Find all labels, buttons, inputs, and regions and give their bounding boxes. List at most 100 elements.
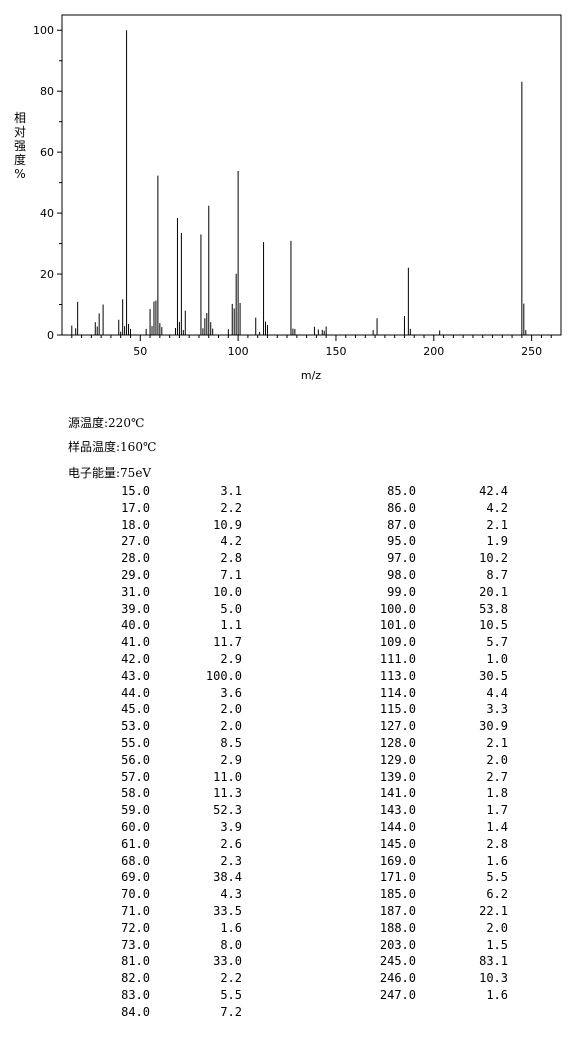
mz-value: 40.0 <box>121 618 150 633</box>
y-tick-label: 100 <box>33 24 54 37</box>
abundance-value: 10.5 <box>479 618 508 633</box>
abundance-value: 33.5 <box>213 903 242 918</box>
abundance-value: 52.3 <box>213 803 242 818</box>
y-tick-label: 20 <box>40 268 54 281</box>
x-axis-label: m/z <box>301 369 321 382</box>
mz-value: 185.0 <box>379 887 416 902</box>
mz-value: 85.0 <box>387 484 416 498</box>
abundance-value: 3.6 <box>220 685 242 700</box>
abundance-value: 2.2 <box>220 971 242 986</box>
mz-value: 127.0 <box>379 719 416 734</box>
abundance-value: 30.5 <box>479 668 508 683</box>
y-tick-label: 0 <box>47 329 54 342</box>
mz-value: 73.0 <box>121 937 150 952</box>
mz-value: 247.0 <box>379 987 416 1002</box>
abundance-value: 2.3 <box>220 853 242 868</box>
abundance-value: 4.4 <box>486 685 508 700</box>
y-axis-label-line1: 相 <box>14 111 26 125</box>
source-temperature: 源温度:220℃ <box>68 416 145 430</box>
abundance-value: 3.3 <box>486 702 508 717</box>
abundance-value: 22.1 <box>479 903 508 918</box>
mz-value: 15.0 <box>121 484 150 498</box>
abundance-value: 30.9 <box>479 719 508 734</box>
abundance-value: 7.1 <box>220 567 242 582</box>
mz-value: 97.0 <box>387 551 416 566</box>
mz-value: 203.0 <box>379 937 416 952</box>
abundance-value: 4.2 <box>486 500 508 515</box>
abundance-value: 1.6 <box>486 853 508 868</box>
mz-value: 29.0 <box>121 567 150 582</box>
mz-value: 245.0 <box>379 954 416 969</box>
abundance-value: 2.9 <box>220 651 242 666</box>
abundance-value: 2.7 <box>486 769 508 784</box>
mz-value: 68.0 <box>121 853 150 868</box>
mz-value: 59.0 <box>121 803 150 818</box>
abundance-value: 4.2 <box>220 534 242 549</box>
y-axis-label-line3: 强 <box>14 139 26 153</box>
plot-frame <box>61 14 562 336</box>
abundance-value: 1.6 <box>486 987 508 1002</box>
y-tick-label: 60 <box>40 146 54 159</box>
abundance-value: 2.0 <box>220 719 242 734</box>
mz-value: 56.0 <box>121 752 150 767</box>
y-axis-label-line2: 对 <box>14 125 26 139</box>
abundance-value: 10.9 <box>213 517 242 532</box>
mz-value: 109.0 <box>379 635 416 650</box>
mz-value: 95.0 <box>387 534 416 549</box>
mz-value: 60.0 <box>121 819 150 834</box>
mz-value: 128.0 <box>379 735 416 750</box>
abundance-value: 4.3 <box>220 887 242 902</box>
mz-value: 39.0 <box>121 601 150 616</box>
abundance-value: 6.2 <box>486 887 508 902</box>
abundance-value: 100.0 <box>205 668 242 683</box>
mz-value: 28.0 <box>121 551 150 566</box>
abundance-value: 10.2 <box>479 551 508 566</box>
abundance-value: 5.7 <box>486 635 508 650</box>
mz-value: 84.0 <box>121 1004 150 1019</box>
abundance-value: 1.4 <box>486 819 508 834</box>
y-axis-label-line5: % <box>14 167 25 181</box>
mz-value: 101.0 <box>379 618 416 633</box>
mz-value: 72.0 <box>121 920 150 935</box>
abundance-value: 1.0 <box>486 651 508 666</box>
abundance-value: 38.4 <box>213 870 242 885</box>
mz-value: 187.0 <box>379 903 416 918</box>
mz-value: 57.0 <box>121 769 150 784</box>
y-axis-label-line4: 度 <box>14 152 26 167</box>
abundance-value: 5.5 <box>486 870 508 885</box>
abundance-value: 1.9 <box>486 534 508 549</box>
abundance-value: 11.0 <box>213 769 242 784</box>
y-tick-label: 80 <box>40 85 54 98</box>
abundance-value: 2.1 <box>486 517 508 532</box>
mz-value: 111.0 <box>379 651 416 666</box>
mz-value: 17.0 <box>121 500 150 515</box>
abundance-value: 10.0 <box>213 584 242 599</box>
mz-value: 83.0 <box>121 987 150 1002</box>
mz-value: 82.0 <box>121 971 150 986</box>
abundance-value: 8.0 <box>220 937 242 952</box>
mz-value: 45.0 <box>121 702 150 717</box>
abundance-value: 2.2 <box>220 500 242 515</box>
axis-ticks: 50 100 150 200 250 0 20 40 60 80 100 <box>33 24 552 358</box>
abundance-value: 20.1 <box>479 584 508 599</box>
mz-value: 100.0 <box>379 601 416 616</box>
abundance-value: 1.8 <box>486 786 508 801</box>
abundance-value: 8.7 <box>486 567 508 582</box>
mz-value: 188.0 <box>379 920 416 935</box>
x-tick-label: 250 <box>521 345 542 358</box>
abundance-value: 53.8 <box>479 601 508 616</box>
mz-value: 41.0 <box>121 635 150 650</box>
mz-value: 87.0 <box>387 517 416 532</box>
abundance-value: 2.0 <box>486 752 508 767</box>
mz-value: 246.0 <box>379 971 416 986</box>
mass-spectrum-chart: 50 100 150 200 250 0 20 40 60 80 100 相 对 强 度 % m/z <box>14 14 562 382</box>
abundance-value: 11.3 <box>213 786 242 801</box>
abundance-value: 7.2 <box>220 1004 242 1019</box>
x-tick-label: 150 <box>325 345 346 358</box>
mz-value: 115.0 <box>379 702 416 717</box>
mz-value: 99.0 <box>387 584 416 599</box>
electron-energy: 电子能量:75eV <box>68 466 152 480</box>
mz-value: 171.0 <box>379 870 416 885</box>
mz-value: 145.0 <box>379 836 416 851</box>
abundance-value: 10.3 <box>479 971 508 986</box>
